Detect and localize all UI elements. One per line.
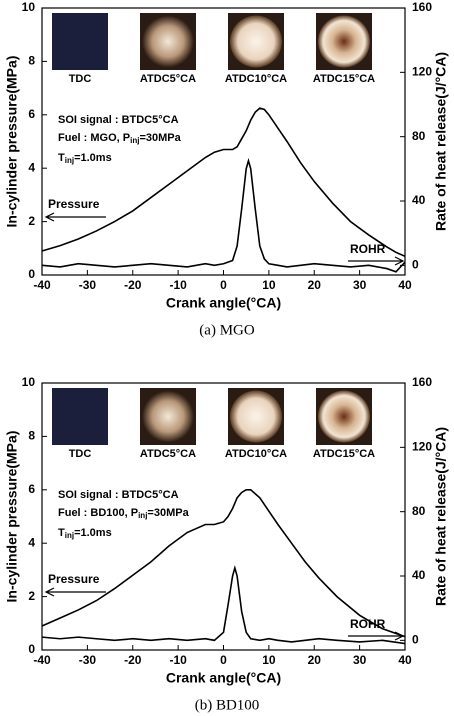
y-tick-label: 4 xyxy=(28,160,35,174)
y-tick-label: 0 xyxy=(28,642,35,656)
chart-panel: TDC ATDC5°CA ATDC10°CA ATDC15°CA SOI signal … xyxy=(4,0,449,338)
x-tick-label: 30 xyxy=(353,278,367,292)
photo xyxy=(52,388,108,445)
annotation-part: Fuel : BD100, P xyxy=(58,507,138,519)
photo-label: TDC xyxy=(69,448,92,460)
annotation-part: =30MPa xyxy=(139,132,181,144)
photo-chamber xyxy=(230,390,282,443)
series-label: ROHR xyxy=(350,242,386,256)
annotation-part: T xyxy=(58,527,65,539)
photo xyxy=(52,13,108,70)
y-tick-label: 4 xyxy=(28,535,35,549)
y2-tick-label: 80 xyxy=(412,129,426,143)
series-line xyxy=(41,565,406,645)
x-tick-label: -40 xyxy=(33,278,51,292)
annotation: Fuel : BD100, Pinj=30MPa xyxy=(58,507,190,520)
x-tick-label: -20 xyxy=(124,653,142,667)
y2-tick-label: 40 xyxy=(412,193,426,207)
annotation-part: inj xyxy=(138,511,147,520)
x-tick-label: -30 xyxy=(79,653,97,667)
annotation-part: =30MPa xyxy=(147,507,189,519)
y2-tick-label: 0 xyxy=(412,258,419,272)
y-axis-title: In-cylinder pressure(MPa) xyxy=(4,56,20,228)
series-label: Pressure xyxy=(48,572,100,586)
x-tick-label: 30 xyxy=(353,653,367,667)
annotation: SOI signal : BTDC5°CA xyxy=(58,114,179,126)
photo-chamber xyxy=(230,15,282,68)
annotation: SOI signal : BTDC5°CA xyxy=(58,489,179,501)
x-tick-label: 10 xyxy=(262,653,276,667)
annotation-part: inj xyxy=(130,136,139,145)
y2-axis-title: Rate of heat release(J/°CA) xyxy=(433,427,449,606)
arrow xyxy=(348,256,405,266)
x-tick-label: -40 xyxy=(33,653,51,667)
arrow xyxy=(348,631,405,641)
annotation: Fuel : MGO, Pinj=30MPa xyxy=(58,132,182,145)
x-tick-label: -30 xyxy=(79,278,97,292)
x-tick-label: -10 xyxy=(169,278,187,292)
x-tick-label: 40 xyxy=(398,653,412,667)
photo-label: ATDC10°CA xyxy=(225,73,287,85)
series-line xyxy=(41,489,406,638)
y-tick-label: 10 xyxy=(22,375,36,389)
photo-chamber xyxy=(318,390,370,443)
annotation: Tinj=1.0ms xyxy=(58,152,112,165)
y-tick-label: 0 xyxy=(28,267,35,281)
x-axis-title: Crank angle(°CA) xyxy=(166,670,281,686)
y-tick-label: 8 xyxy=(28,54,35,68)
series-line xyxy=(41,107,406,258)
y-tick-label: 6 xyxy=(28,482,35,496)
annotation-part: T xyxy=(58,152,65,164)
photo-label: ATDC10°CA xyxy=(225,448,287,460)
x-tick-label: 40 xyxy=(398,278,412,292)
x-tick-label: 20 xyxy=(308,653,322,667)
annotation-part: inj xyxy=(65,531,74,540)
annotation-part: inj xyxy=(65,156,74,165)
y2-tick-label: 120 xyxy=(412,65,432,79)
chart-panel: TDC ATDC5°CA ATDC10°CA ATDC15°CA SOI signal … xyxy=(4,375,449,713)
y-tick-label: 2 xyxy=(28,589,35,603)
x-tick-label: 0 xyxy=(220,278,227,292)
y-axis-title: In-cylinder pressure(MPa) xyxy=(4,431,20,603)
x-tick-label: 10 xyxy=(262,278,276,292)
y2-tick-label: 0 xyxy=(412,633,419,647)
photo-chamber xyxy=(318,15,370,68)
photo-label: ATDC15°CA xyxy=(313,73,375,85)
x-tick-label: -20 xyxy=(124,278,142,292)
y2-tick-label: 160 xyxy=(412,0,432,14)
x-axis-title: Crank angle(°CA) xyxy=(166,295,281,311)
caption: (b) BD100 xyxy=(195,697,260,713)
y-tick-label: 6 xyxy=(28,107,35,121)
caption: (a) MGO xyxy=(199,322,255,338)
photo-chamber xyxy=(142,390,194,443)
series-line xyxy=(41,157,406,273)
x-tick-label: 20 xyxy=(308,278,322,292)
x-tick-label: 0 xyxy=(220,653,227,667)
photo-label: ATDC15°CA xyxy=(313,448,375,460)
y2-tick-label: 80 xyxy=(412,504,426,518)
arrow xyxy=(44,212,106,222)
series-label: ROHR xyxy=(350,617,386,631)
series-label: Pressure xyxy=(48,197,100,211)
annotation-part: =1.0ms xyxy=(74,152,112,164)
annotation: Tinj=1.0ms xyxy=(58,527,112,540)
photo-label: ATDC5°CA xyxy=(140,73,196,85)
photo-label: TDC xyxy=(69,73,92,85)
y2-axis-title: Rate of heat release(J/°CA) xyxy=(433,52,449,231)
y2-tick-label: 160 xyxy=(412,375,432,389)
photo-chamber xyxy=(142,15,194,68)
arrow xyxy=(44,587,106,597)
y-tick-label: 10 xyxy=(22,0,36,14)
y2-tick-label: 120 xyxy=(412,440,432,454)
y2-tick-label: 40 xyxy=(412,568,426,582)
annotation-part: Fuel : MGO, P xyxy=(58,132,130,144)
x-tick-label: -10 xyxy=(169,653,187,667)
annotation-part: =1.0ms xyxy=(74,527,112,539)
photo-label: ATDC5°CA xyxy=(140,448,196,460)
y-tick-label: 8 xyxy=(28,429,35,443)
y-tick-label: 2 xyxy=(28,214,35,228)
